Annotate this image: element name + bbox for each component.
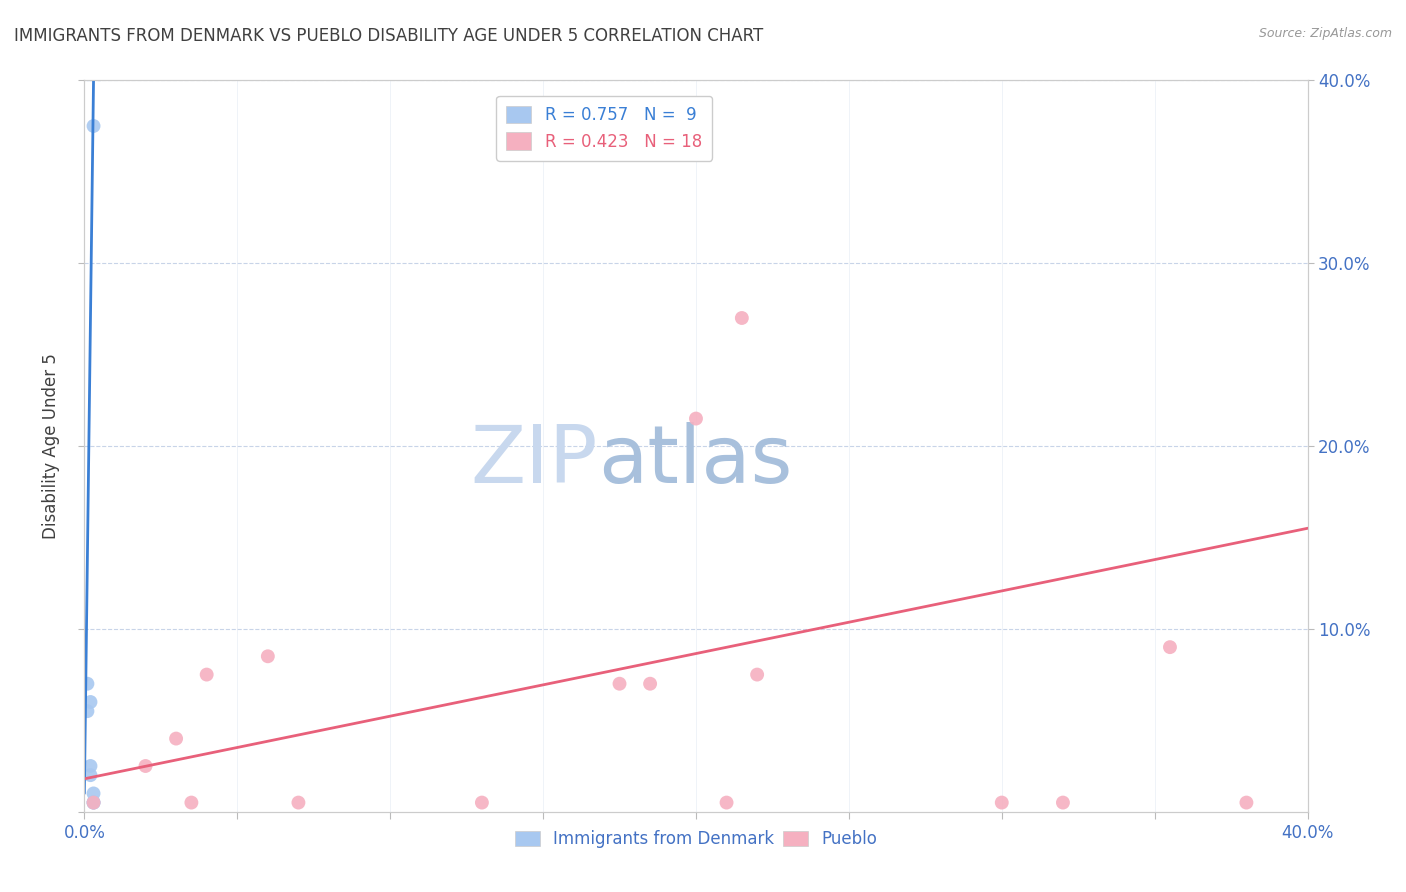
Point [79,768,101,782]
Point [747,667,769,681]
Point [79,759,101,773]
Legend: Immigrants from Denmark, Pueblo: Immigrants from Denmark, Pueblo [509,823,883,855]
Point [1052,796,1074,810]
Y-axis label: Disability Age Under 5: Disability Age Under 5 [42,353,60,539]
Point [83,796,105,810]
Point [83,119,105,133]
Point [83,796,105,810]
Point [76,704,98,718]
Point [257,649,280,664]
Point [609,676,631,690]
Point [195,667,218,681]
Point [1236,796,1258,810]
Point [135,759,157,773]
Text: Source: ZipAtlas.com: Source: ZipAtlas.com [1258,27,1392,40]
Text: ZIP: ZIP [471,422,598,500]
Point [716,796,738,810]
Point [76,676,98,690]
Text: atlas: atlas [598,422,793,500]
Point [180,796,202,810]
Point [83,787,105,801]
Point [685,411,707,425]
Point [287,796,309,810]
Point [731,310,754,325]
Point [471,796,494,810]
Point [79,695,101,709]
Point [165,731,187,746]
Point [638,676,661,690]
Point [1159,640,1181,655]
Point [991,796,1014,810]
Text: IMMIGRANTS FROM DENMARK VS PUEBLO DISABILITY AGE UNDER 5 CORRELATION CHART: IMMIGRANTS FROM DENMARK VS PUEBLO DISABI… [14,27,763,45]
Point [83,796,105,810]
